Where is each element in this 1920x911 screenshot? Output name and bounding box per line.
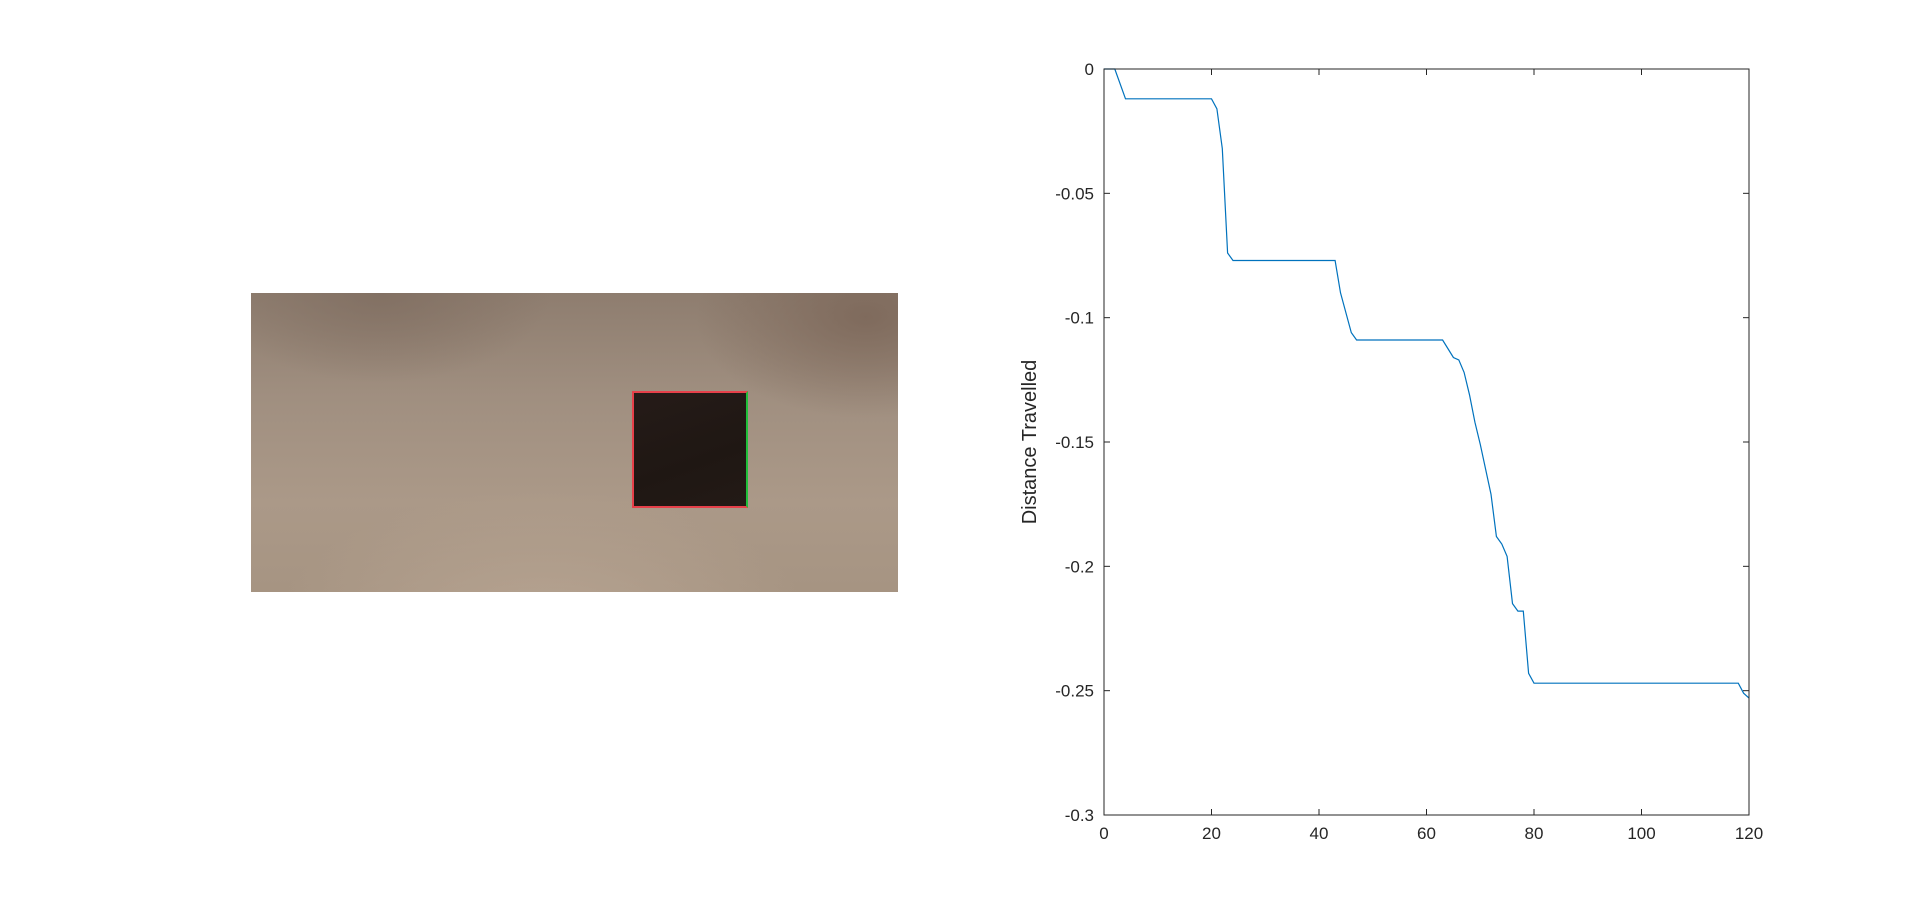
y-tick-label: -0.2 [1065,557,1094,576]
x-tick-label: 20 [1202,824,1221,843]
y-tick-label: -0.05 [1055,184,1094,203]
detected-marker-square [632,391,748,508]
camera-image [251,293,898,592]
y-axis-label: Distance Travelled [1019,360,1041,525]
y-tick-label: 0 [1085,60,1094,79]
series-line-0 [1104,68,1750,699]
y-tick-label: -0.1 [1065,309,1094,328]
x-tick-label: 40 [1310,824,1329,843]
x-tick-label: 60 [1417,824,1436,843]
x-tick-label: 0 [1099,824,1108,843]
x-tick-label: 80 [1525,824,1544,843]
x-tick-label: 100 [1627,824,1655,843]
y-tick-label: -0.3 [1065,806,1094,825]
plot-area [1104,69,1749,815]
x-tick-label: 120 [1735,824,1763,843]
y-tick-label: -0.25 [1055,682,1094,701]
y-tick-label: -0.15 [1055,433,1094,452]
